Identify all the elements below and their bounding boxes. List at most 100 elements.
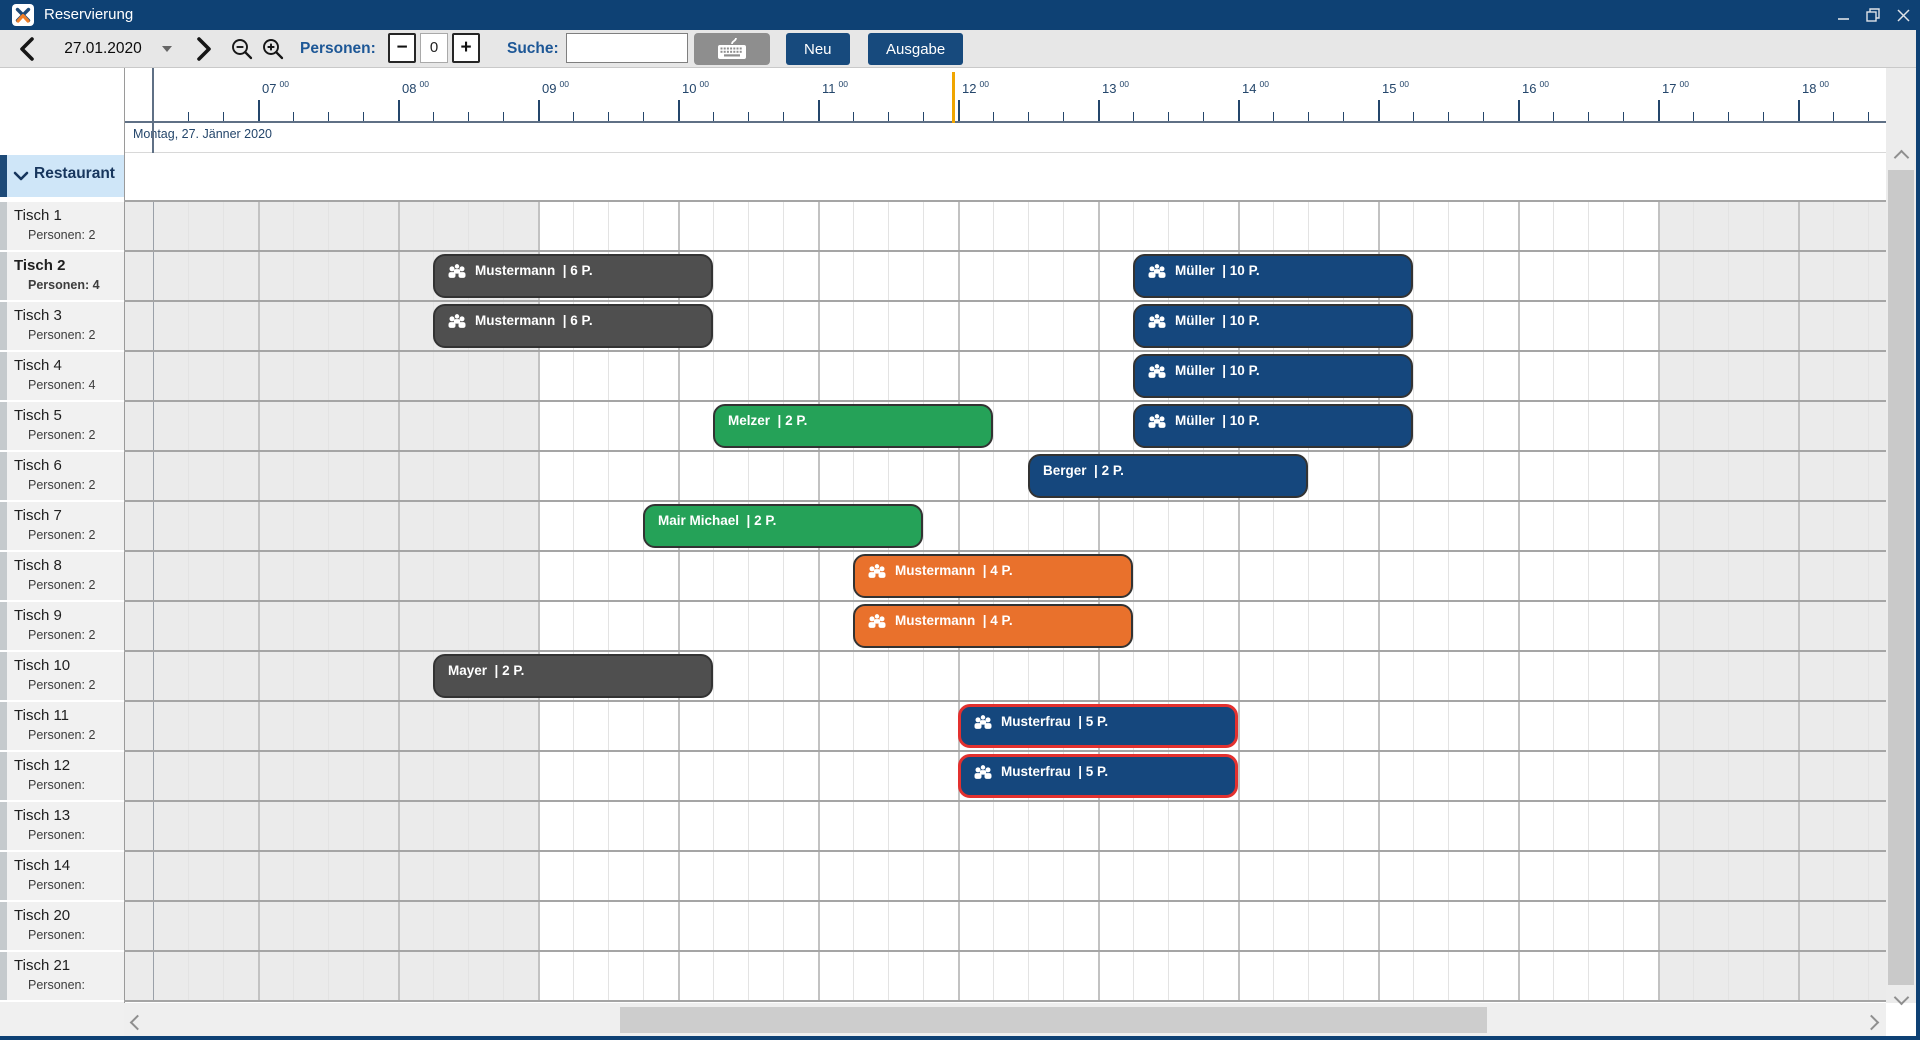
- reservation-label: Mayer | 2 P.: [448, 663, 525, 678]
- date-dropdown-button[interactable]: [160, 33, 174, 65]
- reservation-bar[interactable]: Melzer | 2 P.: [713, 404, 993, 448]
- row-separator: [124, 1000, 1886, 1002]
- reservation-bar[interactable]: Mustermann | 4 P.: [853, 554, 1133, 598]
- keyboard-icon: [718, 37, 746, 59]
- personen-decrement-button[interactable]: −: [388, 33, 416, 63]
- hour-tick: [538, 100, 540, 121]
- reservation-label: Mustermann | 4 P.: [895, 613, 1013, 628]
- date-picker[interactable]: 27.01.2020: [44, 33, 162, 65]
- quarter-tick: [1588, 112, 1589, 121]
- personen-increment-button[interactable]: +: [452, 33, 480, 63]
- sidebar-item-tisch-10[interactable]: Tisch 10 Personen: 2: [0, 652, 124, 700]
- h-scroll-thumb[interactable]: [620, 1007, 1487, 1033]
- neu-button[interactable]: Neu: [786, 33, 850, 65]
- quarter-tick: [608, 112, 609, 121]
- previous-day-button[interactable]: [14, 33, 38, 65]
- table-name: Tisch 4: [14, 357, 62, 374]
- table-persons: Personen: 4: [28, 278, 100, 292]
- row-stripe: [0, 652, 7, 700]
- group-icon: [1147, 363, 1167, 382]
- group-icon: [974, 765, 992, 779]
- h-scroll-left-button[interactable]: [129, 1014, 146, 1033]
- hour-tick: [398, 100, 400, 121]
- sidebar-item-tisch-8[interactable]: Tisch 8 Personen: 2: [0, 552, 124, 600]
- zoom-out-button[interactable]: [229, 33, 255, 65]
- search-input[interactable]: [566, 33, 688, 63]
- personen-value[interactable]: 0: [420, 33, 448, 63]
- row-stripe: [0, 552, 7, 600]
- quarter-tick: [1553, 112, 1554, 121]
- close-button[interactable]: [1880, 0, 1920, 30]
- reservation-bar[interactable]: Berger | 2 P.: [1028, 454, 1308, 498]
- sidebar-item-tisch-20[interactable]: Tisch 20 Personen:: [0, 902, 124, 950]
- reservation-bar[interactable]: Müller | 10 P.: [1133, 254, 1413, 298]
- minimize-button[interactable]: [1820, 0, 1866, 30]
- reservation-bar[interactable]: Musterfrau | 5 P.: [958, 754, 1238, 798]
- sidebar-item-tisch-4[interactable]: Tisch 4 Personen: 4: [0, 352, 124, 400]
- group-icon: [447, 313, 467, 332]
- quarter-tick: [1623, 112, 1624, 121]
- sidebar-item-tisch-7[interactable]: Tisch 7 Personen: 2: [0, 502, 124, 550]
- keyboard-button[interactable]: [694, 33, 770, 65]
- sidebar-item-tisch-9[interactable]: Tisch 9 Personen: 2: [0, 602, 124, 650]
- reservation-bar[interactable]: Mustermann | 4 P.: [853, 604, 1133, 648]
- table-name: Tisch 20: [14, 907, 71, 924]
- quarter-tick: [1133, 112, 1134, 121]
- h-scroll-right-button[interactable]: [1863, 1014, 1880, 1033]
- reservation-bar[interactable]: Müller | 10 P.: [1133, 304, 1413, 348]
- ausgabe-button[interactable]: Ausgabe: [868, 33, 964, 65]
- reservation-bar[interactable]: Mayer | 2 P.: [433, 654, 713, 698]
- v-scroll-down-button[interactable]: [1893, 989, 1910, 1008]
- hour-label: 16 00: [1522, 79, 1549, 96]
- quarter-tick: [748, 112, 749, 121]
- chevron-left-icon: [129, 1014, 146, 1031]
- sidebar-item-tisch-11[interactable]: Tisch 11 Personen: 2: [0, 702, 124, 750]
- reservation-bar[interactable]: Mair Michael | 2 P.: [643, 504, 923, 548]
- group-icon: [1147, 263, 1167, 282]
- sidebar-item-tisch-5[interactable]: Tisch 5 Personen: 2: [0, 402, 124, 450]
- group-icon: [448, 314, 466, 328]
- hour-label: 15 00: [1382, 79, 1409, 96]
- sidebar-item-tisch-1[interactable]: Tisch 1 Personen: 2: [0, 202, 124, 250]
- group-icon: [868, 614, 886, 628]
- restore-button[interactable]: [1850, 0, 1896, 30]
- v-scroll-thumb[interactable]: [1888, 170, 1914, 985]
- sidebar-item-tisch-12[interactable]: Tisch 12 Personen:: [0, 752, 124, 800]
- window-title: Reservierung: [44, 6, 134, 23]
- reservation-label: Musterfrau | 5 P.: [1001, 714, 1109, 729]
- v-scroll-up-button[interactable]: [1893, 149, 1910, 168]
- hour-tick: [1658, 100, 1660, 121]
- next-day-button[interactable]: [192, 33, 216, 65]
- reservation-bar[interactable]: Müller | 10 P.: [1133, 354, 1413, 398]
- hour-label: 18 00: [1802, 79, 1829, 96]
- quarter-tick: [1273, 112, 1274, 121]
- row-separator: [124, 850, 1886, 852]
- hour-label: 11 00: [822, 79, 848, 96]
- sidebar-item-tisch-2[interactable]: Tisch 2 Personen: 4: [0, 252, 124, 300]
- sidebar-item-tisch-21[interactable]: Tisch 21 Personen:: [0, 952, 124, 1000]
- group-icon: [867, 563, 887, 582]
- date-value: 27.01.2020: [64, 40, 142, 57]
- chevron-right-icon: [1863, 1014, 1880, 1031]
- reservation-bar[interactable]: Musterfrau | 5 P.: [958, 704, 1238, 748]
- minimize-icon: [1837, 17, 1849, 20]
- table-name: Tisch 13: [14, 807, 71, 824]
- reservation-bar[interactable]: Mustermann | 6 P.: [433, 304, 713, 348]
- reservation-label: Mustermann | 4 P.: [895, 563, 1013, 578]
- row-stripe: [0, 402, 7, 450]
- sidebar-item-tisch-13[interactable]: Tisch 13 Personen:: [0, 802, 124, 850]
- sidebar-item-tisch-14[interactable]: Tisch 14 Personen:: [0, 852, 124, 900]
- sidebar-item-tisch-6[interactable]: Tisch 6 Personen: 2: [0, 452, 124, 500]
- sidebar-item-tisch-3[interactable]: Tisch 3 Personen: 2: [0, 302, 124, 350]
- chevron-left-icon: [19, 37, 34, 61]
- zoom-in-button[interactable]: [260, 33, 286, 65]
- row-stripe: [0, 952, 7, 1000]
- hour-label: 09 00: [542, 79, 569, 96]
- reservation-bar[interactable]: Müller | 10 P.: [1133, 404, 1413, 448]
- quarter-tick: [363, 112, 364, 121]
- reservation-bar[interactable]: Mustermann | 6 P.: [433, 254, 713, 298]
- table-name: Tisch 7: [14, 507, 62, 524]
- group-icon: [973, 764, 993, 783]
- table-persons: Personen: 2: [28, 528, 96, 542]
- group-header-restaurant[interactable]: Restaurant: [0, 155, 124, 197]
